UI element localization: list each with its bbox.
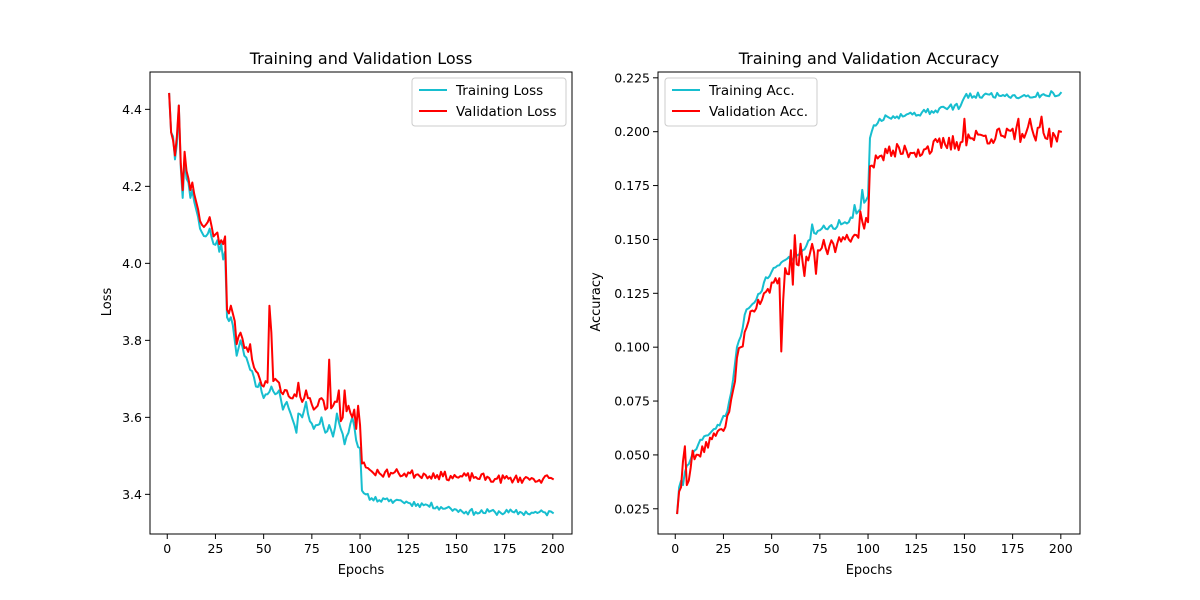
loss-chart-title: Training and Validation Loss — [249, 49, 473, 68]
accuracy-y-tick-label: 0.150 — [614, 232, 650, 247]
loss-plot-area: 0 25 50 75 100 125 150 175 200 3.4 3.6 3.8 4.0 4.2 4.4 — [122, 71, 573, 556]
loss-y-tick-label: 4.2 — [122, 179, 142, 194]
accuracy-x-tick-label: 0 — [671, 541, 679, 556]
loss-legend-box — [411, 77, 567, 127]
loss-subplot: Training and Validation Loss 0 25 50 75 100 1… — [100, 49, 573, 578]
accuracy-legend-label-training: Training Acc. — [708, 83, 795, 99]
accuracy-x-tick-label: 175 — [1001, 541, 1025, 556]
accuracy-legend-label-validation: Validation Acc. — [709, 104, 808, 120]
loss-y-tick-label: 3.8 — [122, 333, 142, 348]
accuracy-plot-area: 0 25 50 75 100 125 150 175 200 0.025 0.050 0.075 0.1… — [614, 70, 1081, 556]
accuracy-x-tick-label: 200 — [1049, 541, 1073, 556]
loss-series-line-training — [168, 92, 555, 517]
accuracy-subplot: Training and Validation Accuracy 0 25 50 75… — [589, 49, 1081, 578]
loss-legend: Training Loss Validation Loss — [411, 77, 567, 127]
loss-x-tick-label: 100 — [348, 541, 372, 556]
loss-x-tick-label: 0 — [163, 541, 171, 556]
accuracy-x-tick-label: 50 — [764, 541, 780, 556]
loss-y-tick-label: 4.0 — [122, 256, 142, 271]
accuracy-y-tick-label: 0.225 — [614, 70, 650, 85]
loss-series-line-validation — [168, 92, 555, 484]
accuracy-chart-title: Training and Validation Accuracy — [738, 49, 1000, 68]
accuracy-y-tick-label: 0.075 — [614, 394, 650, 409]
accuracy-x-tick-label: 75 — [812, 541, 828, 556]
accuracy-y-tick-label: 0.100 — [614, 340, 650, 355]
loss-axes-frame — [149, 71, 573, 535]
accuracy-y-tick-label: 0.125 — [614, 286, 650, 301]
accuracy-legend: Training Acc. Validation Acc. — [664, 77, 818, 127]
accuracy-x-tick-label: 150 — [952, 541, 976, 556]
accuracy-x-tick-label: 125 — [904, 541, 928, 556]
accuracy-x-tick-label: 25 — [715, 541, 731, 556]
accuracy-axes-frame — [657, 71, 1081, 535]
loss-x-tick-label: 75 — [304, 541, 320, 556]
loss-y-tick-label: 3.6 — [122, 410, 142, 425]
accuracy-legend-box — [664, 77, 818, 127]
loss-x-tick-label: 25 — [207, 541, 223, 556]
loss-x-tick-label: 175 — [493, 541, 517, 556]
loss-x-tick-label: 200 — [541, 541, 565, 556]
accuracy-y-axis-label: Accuracy — [589, 272, 604, 332]
accuracy-y-tick-label: 0.025 — [614, 501, 650, 516]
loss-y-axis-label: Loss — [100, 288, 115, 317]
accuracy-y-tick-label: 0.175 — [614, 178, 650, 193]
loss-legend-label-validation: Validation Loss — [456, 104, 557, 120]
loss-x-axis-label: Epochs — [338, 563, 385, 578]
accuracy-x-tick-label: 100 — [856, 541, 880, 556]
accuracy-x-axis-label: Epochs — [846, 563, 893, 578]
loss-y-tick-label: 3.4 — [122, 487, 142, 502]
accuracy-y-tick-label: 0.050 — [614, 447, 650, 462]
loss-x-tick-label: 50 — [256, 541, 272, 556]
loss-y-tick-label: 4.4 — [122, 102, 142, 117]
loss-x-tick-label: 125 — [396, 541, 420, 556]
accuracy-series-line-validation — [676, 115, 1063, 515]
accuracy-y-tick-label: 0.200 — [614, 124, 650, 139]
loss-x-tick-label: 150 — [444, 541, 468, 556]
loss-legend-label-training: Training Loss — [455, 83, 543, 99]
